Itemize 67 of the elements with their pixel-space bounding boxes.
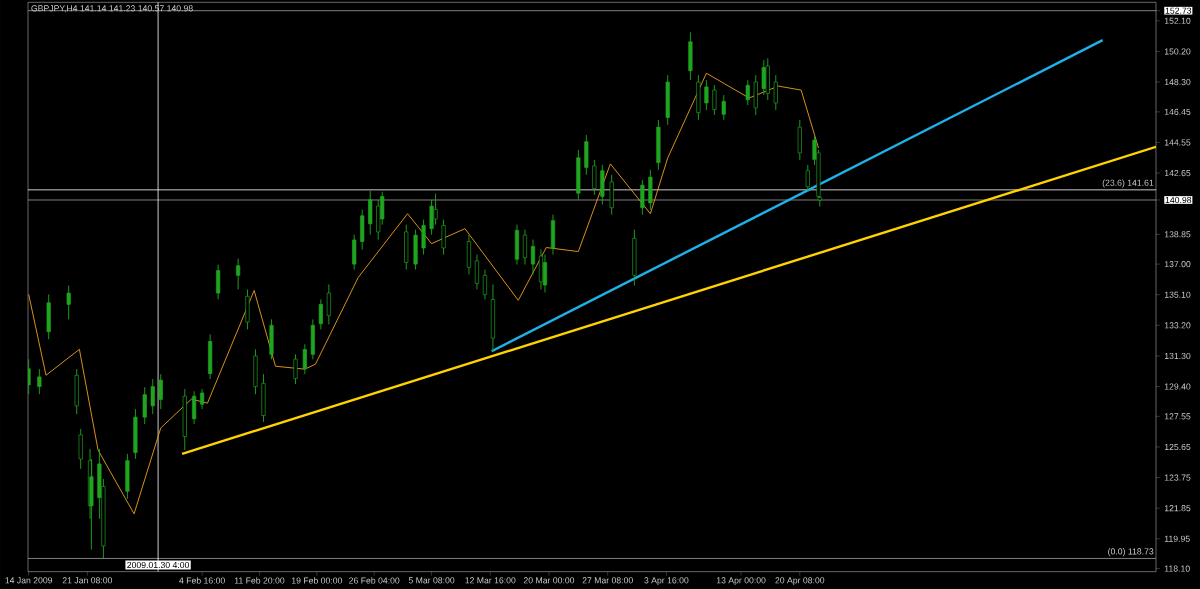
candlestick	[745, 79, 750, 106]
x-tick-label: 27 Mar 08:00	[582, 577, 633, 584]
x-tick-label: 20 Mar 00:00	[523, 577, 575, 584]
candlestick	[421, 219, 426, 256]
y-tick-label: 129.40	[1164, 383, 1191, 390]
candlestick	[542, 254, 548, 293]
y-tick-label: 146.45	[1164, 108, 1191, 115]
y-tick-label: 125.65	[1164, 443, 1191, 451]
candlestick	[592, 159, 597, 196]
y-tick-label: 119.95	[1164, 535, 1190, 542]
y-tick-label: 138.85	[1164, 231, 1191, 238]
candlestick	[805, 164, 810, 193]
candlestick	[433, 193, 438, 226]
y-tick-label: 118.10	[1164, 565, 1190, 572]
candlestick	[482, 269, 488, 300]
candlestick	[761, 59, 766, 96]
y-tick-label: 123.75	[1164, 474, 1191, 481]
candlestick	[302, 343, 307, 375]
candlestick	[158, 373, 163, 410]
candlestick	[721, 94, 726, 121]
candlestick	[640, 179, 645, 216]
y-tick-label: 150.20	[1164, 48, 1191, 55]
ref-line-label: 2009.01.30 4:00	[127, 561, 190, 569]
y-tick-label: 121.85	[1164, 505, 1191, 512]
candlestick	[326, 283, 331, 325]
x-tick-label: 19 Feb 00:00	[291, 577, 343, 584]
candlestick	[293, 353, 298, 385]
ref-line-label: (23.6) 141.61	[1102, 179, 1154, 188]
candlestick	[441, 219, 446, 256]
y-tick-label: 148.30	[1164, 79, 1191, 86]
candlestick	[150, 378, 155, 415]
y-tick-label: 140.98	[1165, 196, 1192, 204]
y-tick-label: 144.55	[1164, 139, 1191, 146]
y-tick-label: 152.73	[1165, 7, 1192, 14]
candlestick	[773, 74, 778, 111]
y-tick-label: 137.00	[1164, 261, 1191, 268]
x-tick-label: 21 Jan 08:00	[62, 577, 113, 584]
candlestick	[216, 264, 221, 300]
candlestick	[66, 285, 71, 320]
candlestick	[530, 239, 536, 276]
candlestick	[474, 254, 480, 290]
y-tick-label: 152.10	[1164, 17, 1191, 24]
y-tick-label: 131.30	[1164, 352, 1191, 360]
candlestick	[522, 229, 528, 266]
y-tick-label: 127.55	[1164, 413, 1191, 420]
y-tick-label: 142.65	[1164, 170, 1191, 177]
ref-line-label: (0.0) 118.73	[1108, 548, 1154, 557]
y-tick-label: 133.20	[1164, 322, 1191, 329]
candlestick	[142, 386, 147, 425]
x-tick-label: 12 Mar 16:00	[465, 577, 516, 584]
candlestick	[712, 84, 717, 116]
x-tick-label: 3 Apr 16:00	[644, 577, 689, 586]
x-tick-label: 20 Apr 08:00	[775, 577, 825, 586]
y-tick-label: 135.10	[1164, 291, 1191, 298]
line-series	[28, 72, 819, 515]
candlestick	[37, 368, 42, 395]
x-tick-label: 14 Jan 2009	[5, 577, 53, 584]
x-tick-label: 5 Mar 08:00	[408, 577, 455, 584]
candlestick	[236, 258, 241, 290]
x-tick-label: 26 Feb 04:00	[349, 577, 400, 584]
x-tick-label: 11 Feb 20:00	[234, 577, 285, 584]
candlestick	[200, 388, 205, 410]
candlestick	[318, 298, 323, 330]
x-tick-label: 4 Feb 16:00	[179, 577, 225, 584]
candlestick	[704, 79, 709, 111]
candlestick	[192, 390, 197, 425]
x-tick-label: 13 Apr 00:00	[716, 577, 766, 586]
